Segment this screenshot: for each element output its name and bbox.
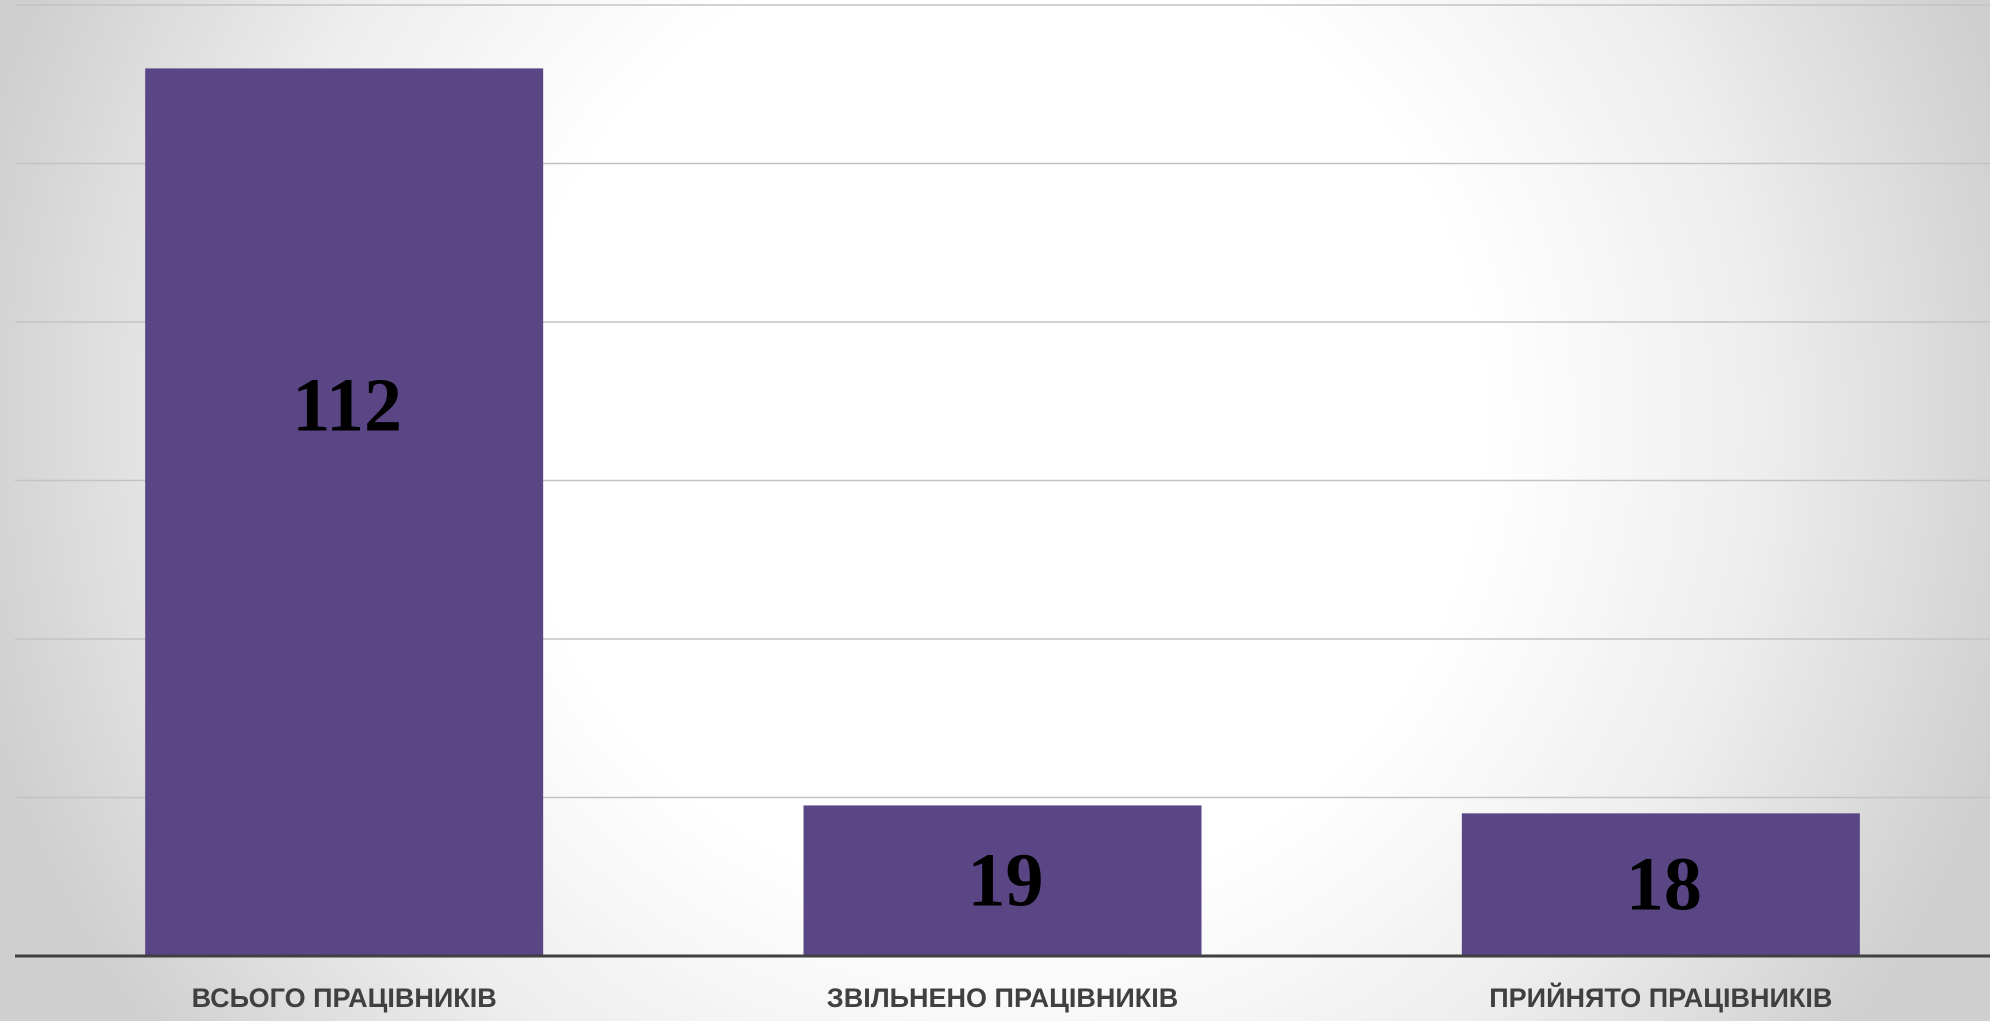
bar-1 — [145, 68, 544, 956]
data-labels: 112 19 18 — [292, 364, 1702, 927]
bar-3 — [1461, 813, 1860, 956]
category-label-3: ПРИЙНЯТО ПРАЦІВНИКІВ — [1489, 982, 1832, 1013]
data-label-2: 19 — [968, 839, 1044, 923]
category-labels: ВСЬОГО ПРАЦІВНИКІВ ЗВІЛЬНЕНО ПРАЦІВНИКІВ П… — [192, 982, 1833, 1013]
category-label-1: ВСЬОГО ПРАЦІВНИКІВ — [192, 983, 497, 1013]
bars — [145, 68, 1860, 956]
data-label-1: 112 — [292, 364, 402, 448]
category-label-2: ЗВІЛЬНЕНО ПРАЦІВНИКІВ — [827, 983, 1178, 1013]
bar-2 — [803, 805, 1202, 956]
data-label-3: 18 — [1626, 843, 1702, 927]
